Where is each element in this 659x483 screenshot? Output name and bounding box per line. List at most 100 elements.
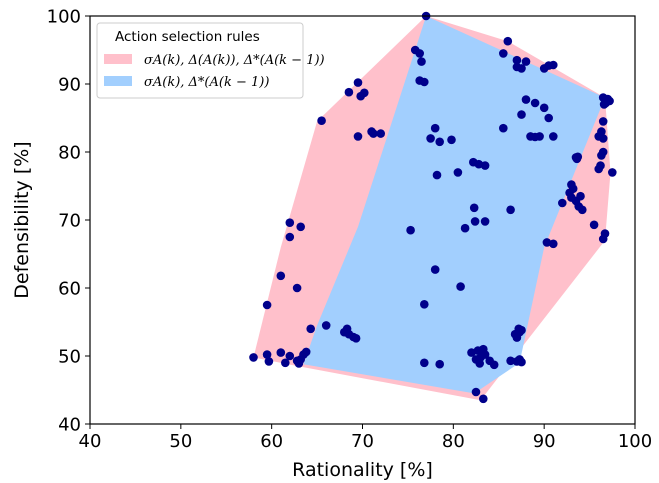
legend-label: σA(k), Δ*(A(k − 1)) <box>144 75 269 90</box>
data-point <box>296 222 306 232</box>
y-tick-label: 50 <box>58 347 81 368</box>
data-point <box>598 134 608 143</box>
data-point <box>456 282 465 291</box>
data-point <box>512 55 522 65</box>
data-point <box>549 132 558 141</box>
data-point <box>276 348 286 357</box>
data-point <box>521 95 531 104</box>
data-point <box>473 346 483 355</box>
data-point <box>517 325 526 335</box>
data-point <box>517 357 526 367</box>
data-point <box>470 217 480 226</box>
data-point <box>285 218 295 227</box>
data-point <box>306 324 316 334</box>
y-tick-label: 40 <box>58 415 81 436</box>
data-point <box>480 217 490 226</box>
x-tick-label: 100 <box>618 431 652 452</box>
hull-regions <box>253 16 611 401</box>
x-tick-label: 60 <box>260 431 283 452</box>
y-tick-label: 60 <box>58 279 81 300</box>
data-point <box>521 57 531 66</box>
hull-region-2 <box>303 16 605 394</box>
legend-label: σA(k), Δ(A(k)), Δ*(A(k − 1)) <box>144 53 325 68</box>
data-point <box>285 232 295 242</box>
data-point <box>435 359 445 369</box>
data-point <box>503 36 513 46</box>
data-point <box>517 64 526 73</box>
data-point <box>415 49 425 58</box>
legend-title: Action selection rules <box>115 29 260 45</box>
data-point <box>406 225 415 235</box>
data-point <box>376 129 386 138</box>
data-point <box>447 135 456 145</box>
data-point <box>262 350 272 359</box>
x-tick-label: 90 <box>533 431 556 452</box>
data-point <box>471 387 481 397</box>
data-point <box>430 265 440 274</box>
x-tick-label: 40 <box>79 431 102 452</box>
data-point <box>517 110 526 119</box>
data-point <box>317 116 326 125</box>
data-point <box>369 129 378 138</box>
data-point <box>542 238 552 247</box>
data-point <box>430 123 440 133</box>
data-point <box>539 103 549 113</box>
y-tick-label: 100 <box>47 7 81 28</box>
legend-box <box>96 22 304 99</box>
data-point <box>480 350 490 359</box>
data-point <box>292 283 302 293</box>
data-point <box>351 334 361 343</box>
data-point <box>608 168 617 177</box>
y-tick-label: 80 <box>58 143 81 164</box>
legend-swatch <box>104 76 132 86</box>
data-point <box>321 321 331 330</box>
x-tick-label: 50 <box>169 431 192 452</box>
data-point <box>598 234 608 244</box>
legend: Action selection rules σA(k), Δ(A(k)), Δ… <box>96 22 325 99</box>
y-axis-label: Defensibility [%] <box>11 141 33 298</box>
data-point <box>360 88 369 98</box>
data-point <box>264 357 274 366</box>
data-point <box>510 329 520 339</box>
data-point <box>475 359 485 368</box>
data-point <box>435 137 445 147</box>
data-point <box>549 239 558 249</box>
data-point <box>301 347 311 357</box>
data-point <box>576 191 585 201</box>
data-point <box>589 220 599 230</box>
legend-swatch <box>104 54 132 64</box>
data-point <box>499 49 508 58</box>
x-tick-label: 70 <box>351 431 374 452</box>
data-point <box>344 87 354 97</box>
data-point <box>489 360 499 370</box>
data-point <box>558 198 567 208</box>
data-point <box>599 100 609 109</box>
data-point <box>544 113 553 123</box>
y-tick-label: 90 <box>58 75 81 96</box>
data-point <box>499 123 508 133</box>
data-point <box>281 358 290 368</box>
data-point <box>453 168 463 177</box>
data-point <box>573 152 583 162</box>
data-point <box>469 203 479 213</box>
data-point <box>549 60 558 70</box>
data-point <box>535 132 544 141</box>
legend-entries: σA(k), Δ(A(k)), Δ*(A(k − 1)) σA(k), Δ*(A(… <box>104 53 325 90</box>
data-point <box>597 151 606 160</box>
y-axis-ticks: 40 50 60 70 80 90 100 <box>47 7 90 436</box>
data-point <box>420 300 429 309</box>
data-point <box>417 57 426 66</box>
x-axis-ticks: 40 50 60 70 80 90 100 <box>79 424 652 452</box>
data-point <box>598 117 608 126</box>
x-axis-label: Rationality [%] <box>292 459 433 481</box>
data-point <box>480 161 490 170</box>
x-tick-label: 80 <box>442 431 465 452</box>
data-point <box>578 205 587 215</box>
data-point <box>285 351 295 361</box>
data-point <box>420 358 429 368</box>
data-point <box>479 394 488 404</box>
data-points <box>249 11 617 404</box>
data-point <box>249 353 258 362</box>
data-point <box>432 170 442 180</box>
data-point <box>506 205 515 215</box>
